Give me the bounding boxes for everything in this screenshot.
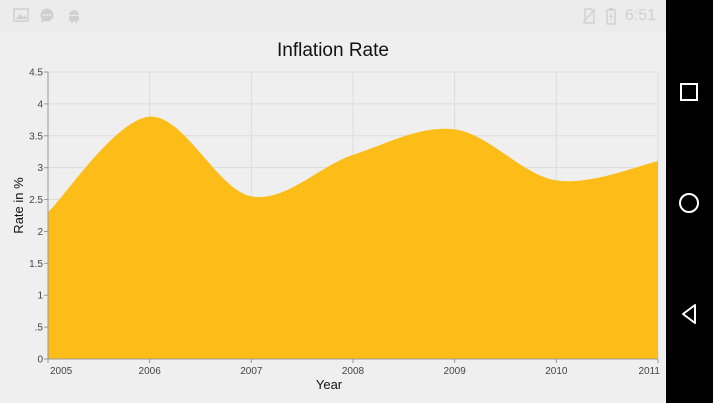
y-tick-label: 4 <box>37 99 43 110</box>
x-tick-label: 2005 <box>50 366 73 377</box>
area-series <box>48 116 658 359</box>
y-tick-label: .5 <box>35 323 44 334</box>
no-sim-icon <box>582 8 596 29</box>
x-tick-label: 2009 <box>444 366 467 377</box>
chart-title: Inflation Rate <box>277 40 389 61</box>
y-tick-label: 2 <box>37 227 43 238</box>
y-tick-label: 3 <box>37 163 43 174</box>
area-chart: 0 .5 1 1.5 2 2.5 3 3.5 4 4.5 2005 2006 2007 2008 2009 2… <box>11 68 660 393</box>
y-tick-label: 1.5 <box>29 259 43 270</box>
chart-container: Inflation Rate 0 .5 1 1.5 2 2.5 3 3.5 4 4.5 2005 20… <box>0 32 666 403</box>
home-circle-icon[interactable] <box>677 191 701 215</box>
y-tick-label: 3.5 <box>29 131 43 142</box>
back-triangle-icon[interactable] <box>677 302 701 326</box>
status-bar: 6:51 <box>0 0 666 32</box>
y-tick-label: 0 <box>37 355 43 366</box>
x-tick-label: 2006 <box>139 366 162 377</box>
chat-bubble-icon <box>39 8 55 29</box>
android-icon <box>66 8 82 29</box>
recents-square-icon[interactable] <box>677 80 701 104</box>
navigation-bar <box>666 0 713 403</box>
y-axis-title: Rate in % <box>11 177 26 234</box>
x-tick-label: 2011 <box>638 366 660 377</box>
battery-charging-icon <box>606 8 616 30</box>
x-tick-label: 2007 <box>240 366 263 377</box>
x-tick-label: 2010 <box>545 366 568 377</box>
y-tick-label: 2.5 <box>29 195 43 206</box>
x-axis-title: Year <box>316 377 343 392</box>
y-tick-label: 4.5 <box>29 68 43 79</box>
status-time: 6:51 <box>624 7 656 24</box>
y-tick-label: 1 <box>37 291 43 302</box>
x-tick-label: 2008 <box>342 366 365 377</box>
image-icon <box>13 8 29 27</box>
